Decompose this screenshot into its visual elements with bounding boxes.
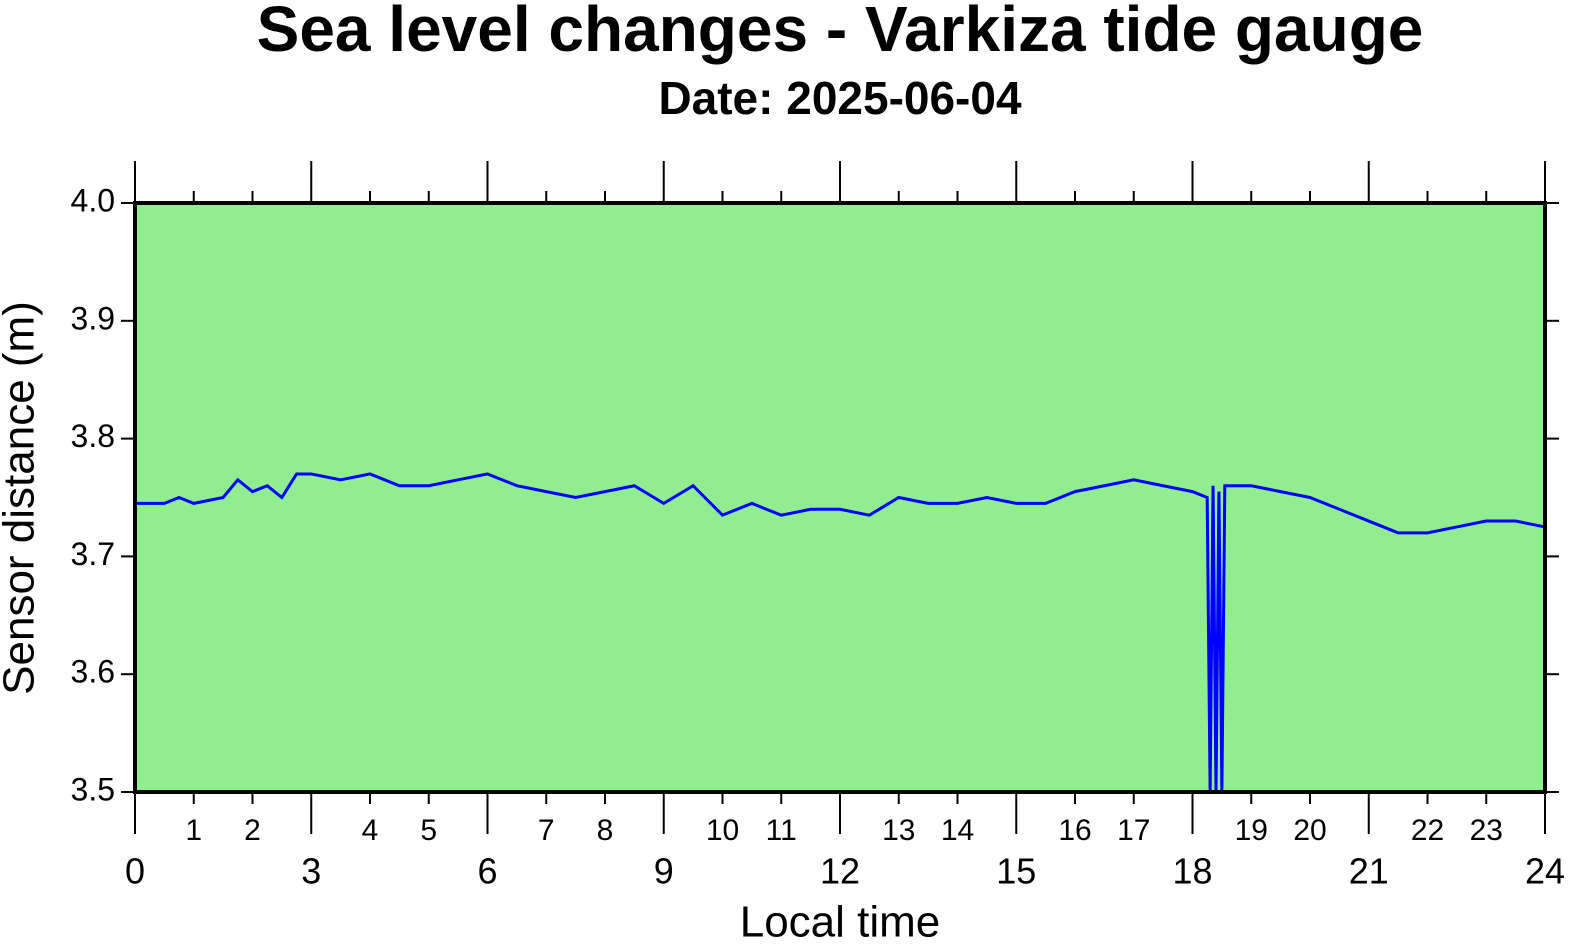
x-tick-label: 12 bbox=[820, 851, 860, 892]
x-minor-tick-label: 1 bbox=[185, 814, 202, 847]
y-tick-label: 3.6 bbox=[71, 654, 115, 690]
x-tick-label: 24 bbox=[1525, 851, 1565, 892]
x-minor-tick-label: 5 bbox=[420, 814, 437, 847]
plot-background bbox=[135, 203, 1545, 792]
x-tick-label: 9 bbox=[654, 851, 674, 892]
y-tick-label: 3.8 bbox=[71, 418, 115, 454]
x-minor-tick-label: 14 bbox=[941, 814, 974, 847]
x-minor-tick-label: 2 bbox=[244, 814, 261, 847]
x-minor-tick-label: 19 bbox=[1235, 814, 1268, 847]
x-minor-tick-label: 11 bbox=[766, 814, 797, 847]
y-tick-label: 3.9 bbox=[71, 300, 115, 336]
x-tick-label: 18 bbox=[1172, 851, 1212, 892]
plot-frame bbox=[133, 201, 1547, 794]
x-axis-label: Local time bbox=[740, 898, 941, 947]
y-tick-label: 3.7 bbox=[71, 536, 115, 572]
x-minor-tick-label: 7 bbox=[538, 814, 555, 847]
y-tick-label: 3.5 bbox=[71, 771, 115, 807]
y-axis-label: Sensor distance (m) bbox=[0, 301, 44, 695]
x-minor-tick-label: 8 bbox=[597, 814, 614, 847]
x-tick-label: 6 bbox=[477, 851, 497, 892]
x-minor-tick-label: 10 bbox=[706, 814, 739, 847]
y-tick-label: 4.0 bbox=[71, 182, 115, 218]
x-minor-tick-label: 20 bbox=[1293, 814, 1326, 847]
x-tick-label: 21 bbox=[1349, 851, 1389, 892]
x-minor-tick-label: 13 bbox=[882, 814, 915, 847]
x-tick-label: 15 bbox=[996, 851, 1036, 892]
x-tick-label: 0 bbox=[125, 851, 145, 892]
x-minor-tick-label: 17 bbox=[1117, 814, 1150, 847]
x-tick-label: 3 bbox=[301, 851, 321, 892]
x-minor-tick-label: 23 bbox=[1470, 814, 1503, 847]
x-minor-tick-label: 22 bbox=[1411, 814, 1444, 847]
x-minor-tick-label: 16 bbox=[1058, 814, 1091, 847]
chart-title: Sea level changes - Varkiza tide gauge bbox=[257, 0, 1424, 65]
chart-subtitle: Date: 2025-06-04 bbox=[658, 72, 1022, 124]
x-minor-tick-label: 4 bbox=[362, 814, 379, 847]
data-line bbox=[135, 472, 1546, 793]
